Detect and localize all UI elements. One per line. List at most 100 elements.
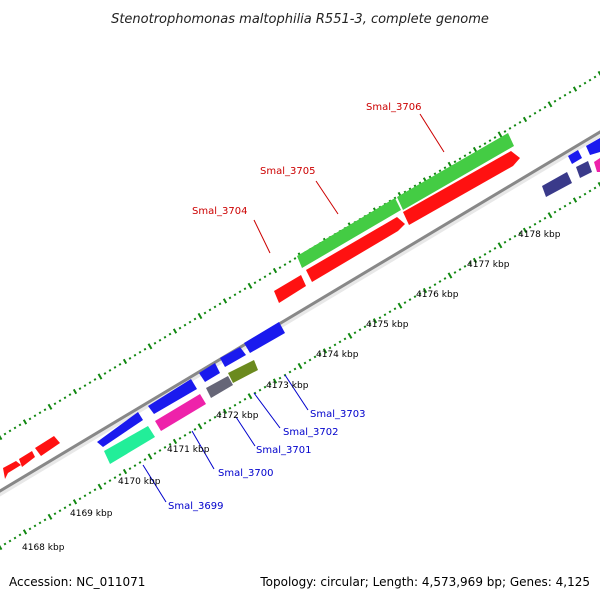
outer-tick: [288, 260, 292, 263]
gene-arrow-green[interactable]: [397, 133, 514, 210]
inner-tick: [113, 476, 117, 479]
gene-label-smal-3700[interactable]: Smal_3700: [218, 468, 273, 479]
inner-tick: [388, 310, 392, 314]
gene-arrow-gray[interactable]: [206, 376, 233, 398]
outer-tick: [238, 290, 242, 294]
inner-tick: [472, 257, 478, 264]
inner-tick: [533, 222, 537, 226]
inner-tick: [313, 355, 317, 359]
inner-tick: [443, 277, 447, 280]
outer-tick: [78, 387, 82, 390]
outer-tick: [453, 160, 457, 164]
gene-arrow-magenta[interactable]: [594, 158, 600, 172]
inner-tick: [538, 219, 542, 223]
kbp-label: 4168 kbp: [22, 543, 65, 553]
outer-tick: [522, 116, 528, 123]
gene-label-smal-3706[interactable]: Smal_3706: [366, 102, 421, 113]
inner-tick: [147, 453, 153, 460]
outer-tick: [568, 90, 572, 94]
outer-tick: [268, 272, 272, 275]
gene-arrow-blue[interactable]: [586, 138, 600, 155]
gene-arrow-blue[interactable]: [244, 322, 285, 353]
outer-tick: [188, 320, 192, 324]
outer-tick: [172, 328, 178, 334]
gene-arrow-blue[interactable]: [199, 363, 220, 382]
gene-arrow-red[interactable]: [274, 275, 306, 303]
gene-arrow-red[interactable]: [35, 436, 60, 456]
gene-label-smal-3704[interactable]: Smal_3704: [192, 206, 247, 217]
inner-tick: [28, 527, 32, 531]
kbp-tick-labels: 4168 kbp 4169 kbp 4170 kbp 4171 kbp 4172…: [22, 230, 561, 553]
inner-tick: [308, 358, 312, 362]
inner-tick: [118, 473, 122, 476]
gene-label-smal-3702[interactable]: Smal_3702: [283, 427, 338, 438]
kbp-label: 4170 kbp: [118, 477, 161, 487]
gene-arrow-blue[interactable]: [97, 412, 143, 447]
inner-tick: [597, 181, 600, 189]
gene-arrow-blue[interactable]: [148, 379, 197, 414]
inner-tick: [572, 197, 578, 203]
outer-tick: [253, 281, 257, 285]
inner-tick: [428, 286, 432, 289]
gene-arrow-magenta[interactable]: [155, 394, 206, 431]
kbp-label: 4172 kbp: [216, 411, 259, 421]
inner-tick: [568, 201, 572, 205]
outer-tick: [293, 257, 297, 260]
inner-tick: [593, 186, 597, 190]
gene-arrow-olive[interactable]: [228, 360, 258, 383]
gene-arrow-red[interactable]: [3, 461, 21, 479]
gene-arrow-red[interactable]: [306, 217, 405, 282]
inner-tick: [58, 509, 62, 513]
outer-tick: [533, 111, 537, 115]
outer-tick: [18, 423, 22, 427]
inner-tick: [72, 499, 78, 505]
gene-arrow-blue[interactable]: [568, 150, 582, 164]
inner-tick: [218, 412, 222, 416]
outer-tick: [183, 323, 187, 327]
inner-tick: [422, 287, 428, 294]
inner-tick: [263, 385, 267, 389]
inner-tick: [43, 518, 47, 522]
kbp-label: 4176 kbp: [416, 290, 459, 300]
outer-tick: [443, 166, 447, 170]
inner-tick: [478, 256, 482, 259]
gene-arrow-navy[interactable]: [576, 161, 592, 178]
inner-tick: [258, 388, 262, 392]
outer-tick: [578, 84, 582, 88]
inner-tick: [203, 421, 207, 425]
outer-tick: [488, 139, 492, 142]
outer-tick: [38, 411, 42, 415]
outer-tick: [8, 429, 12, 433]
inner-tick: [353, 331, 357, 335]
gene-arrow-navy[interactable]: [542, 172, 572, 197]
gene-arrow-teal[interactable]: [104, 426, 155, 464]
outer-tick: [458, 157, 462, 161]
gene-arrow-red[interactable]: [403, 151, 520, 225]
inner-tick: [122, 468, 128, 475]
gene-arrow-blue[interactable]: [220, 347, 246, 367]
inner-tick: [488, 250, 492, 253]
inner-tick: [38, 521, 42, 525]
gene-arrow-green[interactable]: [297, 198, 401, 268]
outer-tick: [258, 278, 262, 282]
outer-tick: [143, 347, 147, 351]
outer-tick: [128, 357, 132, 360]
gene-arrow-red[interactable]: [19, 451, 35, 467]
genome-backbone: [0, 130, 600, 497]
gene-label-smal-3701[interactable]: Smal_3701: [256, 445, 311, 456]
inner-tick: [438, 280, 442, 283]
inner-tick: [547, 212, 553, 219]
inner-tick: [397, 302, 403, 309]
gene-label-smal-3703[interactable]: Smal_3703: [310, 409, 365, 420]
gene-label-smal-3699[interactable]: Smal_3699: [168, 501, 223, 512]
outer-tick: [22, 419, 28, 425]
inner-tick: [138, 461, 142, 464]
inner-tick: [183, 434, 187, 437]
outer-tick: [68, 393, 72, 396]
gene-label-smal-3705[interactable]: Smal_3705: [260, 166, 315, 177]
outer-tick: [163, 335, 167, 339]
inner-tick: [508, 237, 512, 241]
inner-tick: [197, 423, 203, 430]
outer-tick: [147, 343, 153, 350]
outer-tick: [108, 369, 112, 372]
